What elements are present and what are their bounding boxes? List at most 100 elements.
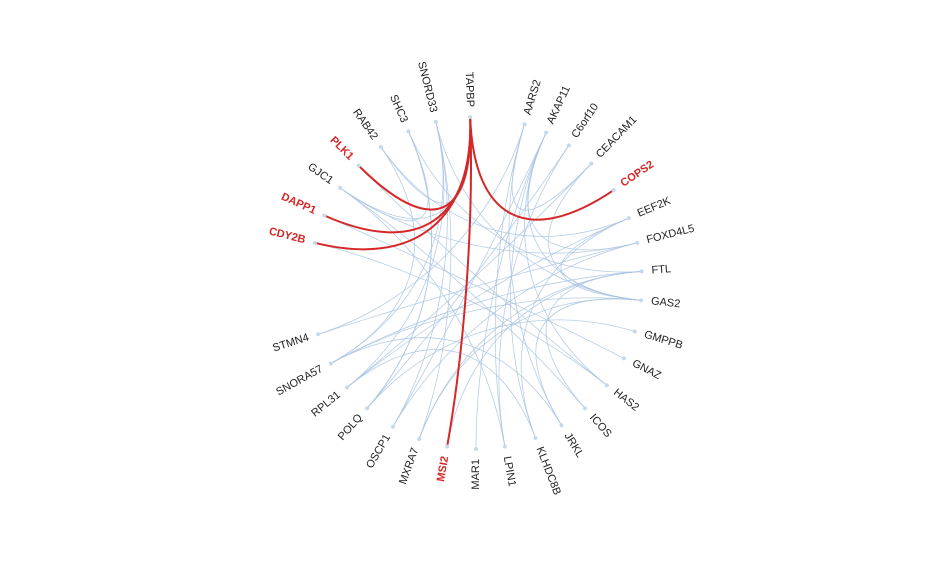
node-label-c6orf10[interactable]: C6orf10 <box>569 101 601 140</box>
node-dot-eef2k <box>626 216 631 221</box>
edge-polq-gmppb <box>366 319 635 409</box>
node-dot-akap11 <box>544 130 549 135</box>
node-dot-rab42 <box>378 145 383 150</box>
edge-gjc1-foxd4l5 <box>339 187 638 254</box>
edge-rab42-eef2k <box>380 146 629 237</box>
node-label-polq[interactable]: POLQ <box>336 412 365 443</box>
edge-tapbp-cops2 <box>469 117 615 221</box>
node-dot-ftl <box>639 269 644 274</box>
edge-rab42-snora57 <box>330 146 416 364</box>
node-dot-klhdc8b <box>533 435 538 440</box>
node-label-jrkl[interactable]: JRKL <box>562 431 586 460</box>
node-dot-foxd4l5 <box>635 240 640 245</box>
edge-cdy2b-has2 <box>314 242 608 386</box>
node-dot-mar1 <box>474 447 478 451</box>
node-label-msi2[interactable]: MSI2 <box>435 455 451 482</box>
edge-oscp1-foxd4l5 <box>392 242 638 427</box>
node-label-klhdc8b[interactable]: KLHDC8B <box>534 445 563 497</box>
edge-tapbp-msi2 <box>446 117 472 447</box>
edge-tapbp-rab42 <box>380 117 471 204</box>
edge-jrkl-gas2 <box>535 298 642 426</box>
edge-ceacam1-gas2 <box>548 163 642 301</box>
edge-rpl31-klhdc8b <box>346 349 536 439</box>
node-dot-gmppb <box>632 329 637 334</box>
edge-layer <box>314 117 642 450</box>
node-dot-aars2 <box>522 122 527 127</box>
node-label-plk1[interactable]: PLK1 <box>327 134 355 162</box>
edge-ftl-msi2 <box>446 271 642 447</box>
node-dot-has2 <box>604 383 609 388</box>
node-dot-snord33 <box>433 119 438 124</box>
node-dot-gnaz <box>621 356 626 361</box>
node-label-ceacam1[interactable]: CEACAM1 <box>594 114 640 161</box>
node-label-rab42[interactable]: RAB42 <box>350 107 380 142</box>
node-dot-cdy2b <box>312 240 317 245</box>
edge-snord33-oscp1 <box>392 121 448 427</box>
node-label-gas2[interactable]: GAS2 <box>650 295 680 310</box>
node-dot-jrkl <box>559 423 564 428</box>
edge-stmn4-foxd4l5 <box>318 242 638 335</box>
node-label-foxd4l5[interactable]: FOXD4L5 <box>645 223 695 246</box>
node-label-icos[interactable]: ICOS <box>587 412 614 440</box>
node-label-gjc1[interactable]: GJC1 <box>305 161 335 187</box>
edge-polq-c6orf10 <box>366 145 570 409</box>
edge-jrkl-aars2 <box>508 124 562 426</box>
edge-plk1-has2 <box>358 165 608 386</box>
node-label-aars2[interactable]: AARS2 <box>522 78 544 116</box>
node-label-akap11[interactable]: AKAP11 <box>545 84 573 126</box>
edge-akap11-gas2 <box>527 132 642 301</box>
node-label-has2[interactable]: HAS2 <box>611 387 641 414</box>
node-dot-polq <box>365 406 370 411</box>
node-label-dapp1[interactable]: DAPP1 <box>279 191 317 217</box>
edge-snord33-rpl31 <box>346 121 445 388</box>
node-dot-mxra7 <box>417 436 422 441</box>
edge-dapp1-gnaz <box>324 215 625 359</box>
node-dot-gas2 <box>639 298 644 303</box>
node-dot-rpl31 <box>344 385 349 390</box>
edge-mxra7-snord33 <box>418 121 452 440</box>
node-dot-oscp1 <box>391 424 395 429</box>
node-dot-stmn4 <box>316 332 321 337</box>
node-dot-tapbp <box>468 115 473 120</box>
edge-klhdc8b-eef2k <box>520 217 629 439</box>
node-dot-c6orf10 <box>566 143 571 148</box>
node-dot-gjc1 <box>338 185 343 190</box>
node-dot-cops2 <box>611 188 616 193</box>
edge-polq-shc3 <box>366 131 432 409</box>
edge-mar1-akap11 <box>475 132 547 450</box>
edge-eef2k-gas2 <box>560 217 642 301</box>
edge-stmn4-aars2 <box>318 124 525 335</box>
edge-rpl31-eef2k <box>346 217 629 388</box>
node-label-oscp1[interactable]: OSCP1 <box>364 432 393 470</box>
node-label-rpl31[interactable]: RPL31 <box>309 389 343 419</box>
edge-akap11-foxd4l5 <box>527 132 638 251</box>
edge-lpin1-aars2 <box>494 124 525 447</box>
node-label-snord33[interactable]: SNORD33 <box>415 60 439 113</box>
node-dot-snora57 <box>328 361 333 366</box>
edge-gjc1-icos <box>339 187 586 409</box>
node-dot-dapp1 <box>322 213 327 218</box>
node-label-mar1[interactable]: MAR1 <box>470 459 482 490</box>
node-label-tapbp[interactable]: TAPBP <box>463 72 476 108</box>
node-dot-lpin1 <box>502 444 507 449</box>
node-label-cdy2b[interactable]: CDY2B <box>268 225 307 246</box>
node-label-ftl[interactable]: FTL <box>651 263 671 276</box>
edge-snora57-gas2 <box>330 297 642 364</box>
edge-oscp1-akap11 <box>392 132 547 427</box>
node-label-cops2[interactable]: COPS2 <box>619 159 657 190</box>
node-label-stmn4[interactable]: STMN4 <box>271 332 310 355</box>
node-dot-shc3 <box>406 129 411 134</box>
node-label-snora57[interactable]: SNORA57 <box>274 363 325 398</box>
node-label-gnaz[interactable]: GNAZ <box>630 357 663 382</box>
node-label-gmppb[interactable]: GMPPB <box>643 329 685 352</box>
edge-klhdc8b-akap11 <box>510 132 547 439</box>
node-label-lpin1[interactable]: LPIN1 <box>501 455 518 487</box>
node-label-mxra7[interactable]: MXRA7 <box>397 446 421 486</box>
edge-snora57-jrkl <box>330 337 562 426</box>
node-dot-plk1 <box>356 163 361 168</box>
node-label-shc3[interactable]: SHC3 <box>387 93 410 125</box>
edge-lpin1-c6orf10 <box>498 145 570 447</box>
edge-tapbp-cdy2b <box>314 117 472 251</box>
node-label-eef2k[interactable]: EEF2K <box>636 195 673 220</box>
